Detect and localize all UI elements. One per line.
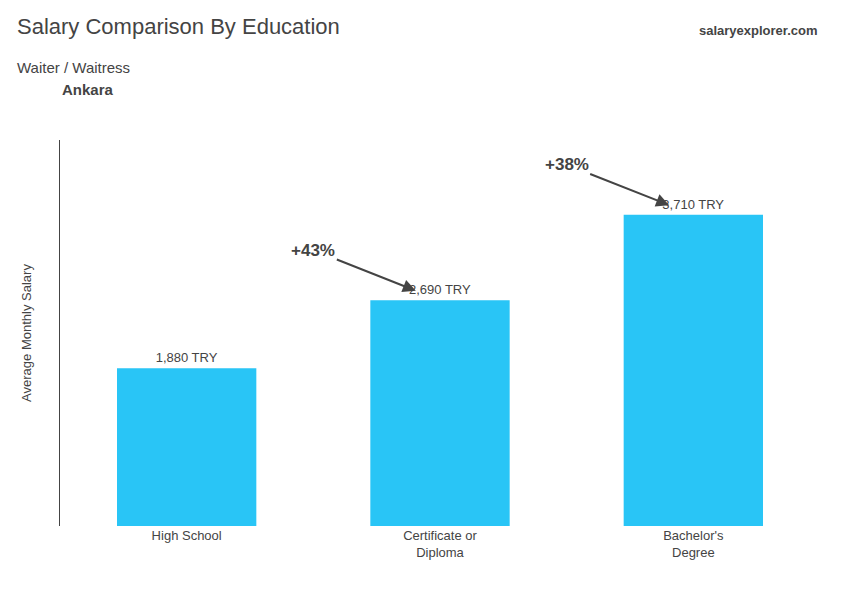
svg-text:2,690 TRY: 2,690 TRY: [409, 282, 471, 297]
svg-text:1,880 TRY: 1,880 TRY: [156, 350, 218, 365]
svg-text:salaryexplorer.com: salaryexplorer.com: [699, 23, 818, 38]
svg-text:Salary Comparison By Education: Salary Comparison By Education: [17, 14, 340, 39]
svg-text:+38%: +38%: [545, 155, 589, 174]
svg-text:3,710 TRY: 3,710 TRY: [662, 197, 724, 212]
svg-text:Bachelor'sDegree: Bachelor'sDegree: [663, 528, 724, 560]
svg-text:+43%: +43%: [291, 241, 335, 260]
svg-text:Ankara: Ankara: [62, 81, 114, 98]
svg-text:Certificate orDiploma: Certificate orDiploma: [403, 528, 477, 560]
svg-text:High School: High School: [152, 528, 222, 543]
svg-text:Average Monthly Salary: Average Monthly Salary: [19, 264, 34, 402]
svg-text:Waiter / Waitress: Waiter / Waitress: [17, 59, 130, 76]
